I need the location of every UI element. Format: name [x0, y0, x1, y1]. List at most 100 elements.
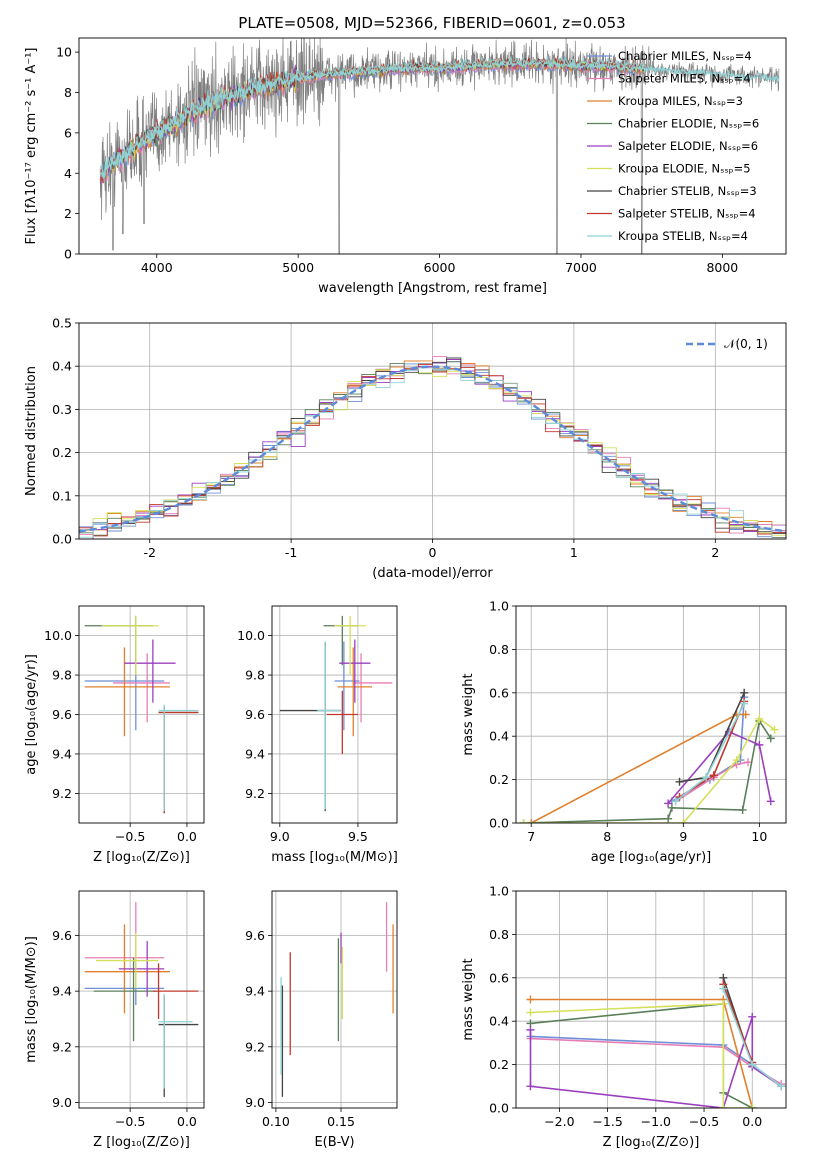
- axes-frame: [271, 890, 398, 1109]
- y-tick-label: 0.2: [489, 1057, 509, 1072]
- errorbar-kroupa-elodie: [101, 615, 159, 676]
- x-tick-label: 0.0: [742, 1114, 762, 1129]
- x-tick-label: 0.10: [262, 1114, 290, 1129]
- y-tick-label: 9.2: [245, 1039, 265, 1054]
- x-tick-label: 6000: [424, 260, 456, 275]
- model-spectrum-kroupa-stelib-top: [99, 58, 780, 179]
- axes-frame: [78, 37, 787, 255]
- weight-marker-salpeter-elodie: [526, 1025, 535, 1034]
- spectrum-legend: Chabrier MILES, Nₛₛₚ=4 Salpeter MILES, Nₛ…: [587, 49, 759, 243]
- errorbar-salpeter-miles: [353, 653, 393, 723]
- weight-marker-kroupa-elodie: [526, 1008, 535, 1017]
- y-tick-label: 0.3: [52, 402, 72, 417]
- histogram-kroupa-stelib: [79, 367, 786, 539]
- y-tick-label: 2: [64, 206, 72, 221]
- weight-marker-kroupa-elodie: [519, 819, 528, 823]
- x-axis-label: Z [log₁₀(Z/Z⊙)]: [93, 1135, 190, 1150]
- y-tick-label: 0.5: [52, 316, 72, 331]
- x-tick-label: 7000: [565, 260, 597, 275]
- y-tick-label: 0.6: [489, 685, 509, 700]
- y-tick-label: 0.8: [489, 642, 509, 657]
- weight-marker-kroupa-stelib: [740, 699, 749, 708]
- weight-marker-salpeter-elodie: [748, 1012, 757, 1021]
- x-tick-label: −2.0: [544, 1114, 574, 1129]
- legend-label-chabrier-stelib: Chabrier STELIB, Nₛₛₚ=3: [618, 184, 757, 198]
- errorbar-kroupa-miles: [84, 647, 170, 737]
- plot-area: [280, 902, 394, 1097]
- y-tick-label: 9.6: [245, 928, 265, 943]
- errorbar-salpeter-elodie: [339, 639, 371, 703]
- x-tick-label: -2: [143, 545, 155, 560]
- x-tick-label: 0.0: [177, 829, 197, 844]
- weight-marker-kroupa-elodie: [770, 725, 779, 734]
- errorbar-chabrier-miles: [334, 641, 360, 731]
- legend-label-normal: 𝒩(0, 1): [724, 337, 768, 351]
- legend-label-salpeter-miles: Salpeter MILES, Nₛₛₚ=4: [618, 72, 751, 86]
- y-tick-label: 9.2: [52, 1039, 72, 1054]
- y-tick-label: 0.0: [489, 816, 509, 831]
- plot-area: [99, 38, 780, 254]
- weight-marker-kroupa-elodie: [748, 1104, 757, 1108]
- x-axis-label: wavelength [Angstrom, rest frame]: [318, 281, 547, 296]
- y-axis-label: mass weight: [461, 673, 476, 755]
- panel-mass-vs-ebv: 0.10 0.15 9.0 9.2 9.4 9.6 E(B-V): [245, 890, 398, 1150]
- axes-frame: [515, 890, 787, 1109]
- y-axis-label: mass [log₁₀(M/M⊙)]: [24, 936, 39, 1063]
- y-tick-label: 1.0: [489, 599, 509, 614]
- errorbar-chabrier-elodie: [93, 957, 157, 1042]
- y-tick-label: 9.6: [245, 707, 265, 722]
- weight-line-chabrier-stelib: [679, 692, 745, 783]
- x-tick-label: −0.5: [115, 1114, 145, 1129]
- errorbar-salpeter-elodie: [118, 941, 165, 997]
- panel-mass-vs-Z: −0.5 0.0 9.0 9.2 9.4 9.6 Z [log₁₀(Z/Z⊙)] mass […: [24, 890, 205, 1150]
- axes-frame: [78, 322, 787, 540]
- weight-line-chabrier-elodie: [530, 1002, 753, 1108]
- x-axis-label: mass [log₁₀(M/M⊙)]: [271, 850, 398, 865]
- x-tick-label: −0.5: [689, 1114, 719, 1129]
- x-tick-label: 10: [751, 829, 767, 844]
- x-tick-label: 1: [570, 545, 578, 560]
- y-tick-label: 9.2: [52, 786, 72, 801]
- y-tick-label: 9.0: [245, 1095, 265, 1110]
- panel-weight-vs-age: 7 8 9 10 0.0 0.2 0.4 0.6 0.8 1.0 age [log₁₀(age/yr…: [461, 599, 787, 865]
- weight-marker-salpeter-elodie: [755, 740, 764, 749]
- weight-marker-kroupa-miles: [527, 819, 536, 823]
- panel-residuals: -2 -1 0 1 2 0.0 0.1 0.2 0.3 0.4 0.5 (data-model)/er…: [24, 316, 787, 581]
- weight-marker-kroupa-miles: [526, 995, 535, 1004]
- axes-frame: [78, 890, 205, 1109]
- y-axis-label: Normed distribution: [24, 366, 39, 496]
- weight-marker-kroupa-stelib: [719, 984, 728, 993]
- panel-age-vs-Z: −0.5 0.0 9.2 9.4 9.6 9.8 10.0 Z [log₁₀(Z/Z⊙)] ag…: [24, 605, 205, 865]
- weight-line-kroupa-miles: [530, 998, 754, 1108]
- weight-marker-salpeter-stelib: [709, 771, 718, 780]
- y-tick-label: 10.0: [44, 628, 72, 643]
- x-tick-label: 4000: [141, 260, 173, 275]
- weight-line-chabrier-elodie: [523, 718, 772, 823]
- plot-area: [279, 615, 393, 812]
- axes-frame: [515, 605, 787, 824]
- weight-line-salpeter-elodie: [667, 730, 772, 805]
- weight-line-salpeter-miles: [675, 761, 749, 802]
- model-spectrum-kroupa-stelib: [99, 55, 645, 180]
- weight-line-kroupa-miles: [530, 713, 746, 823]
- y-tick-label: 10.0: [237, 628, 265, 643]
- x-tick-label: 0: [429, 545, 437, 560]
- x-tick-label: 0.15: [327, 1114, 355, 1129]
- panel-spectrum: 4000 5000 6000 7000 8000 0 2 4 6 8 10 wavelength [A…: [24, 37, 787, 296]
- errorbar-chabrier-elodie: [84, 615, 153, 666]
- y-tick-label: 9.6: [52, 707, 72, 722]
- x-tick-label: 9.0: [270, 829, 290, 844]
- weight-marker-kroupa-stelib: [748, 1060, 757, 1069]
- y-tick-label: 0.4: [489, 729, 509, 744]
- y-tick-label: 0.4: [52, 359, 72, 374]
- weight-marker-kroupa-stelib: [702, 773, 711, 782]
- x-axis-label: E(B-V): [314, 1135, 354, 1150]
- y-tick-label: 6: [64, 125, 72, 140]
- legend-label-salpeter-stelib: Salpeter STELIB, Nₛₛₚ=4: [618, 207, 756, 221]
- x-tick-label: −1.0: [641, 1114, 671, 1129]
- weight-marker-kroupa-elodie: [679, 819, 688, 823]
- weight-line-kroupa-stelib: [675, 703, 745, 802]
- weight-marker-chabrier-stelib: [740, 688, 749, 697]
- errorbar-kroupa-stelib: [158, 704, 199, 812]
- y-tick-label: 9.4: [52, 984, 72, 999]
